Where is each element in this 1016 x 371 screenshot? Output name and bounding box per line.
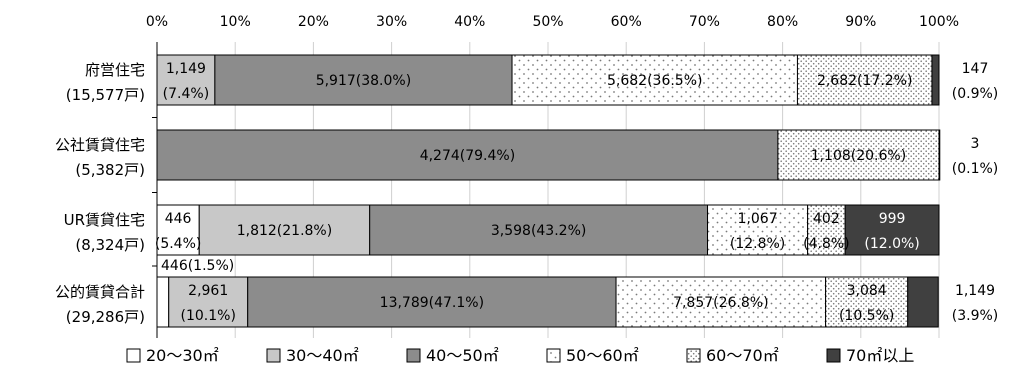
- legend-item: 70㎡以上: [826, 346, 914, 365]
- data-label: 1,149: [166, 61, 206, 77]
- x-axis: 0% 10% 20% 30% 40% 50% 60% 70% 80% 90% 100%: [146, 14, 959, 338]
- outside-label: (3.9%): [952, 308, 999, 324]
- bar-segment: [369, 204, 709, 256]
- bar-segment: [796, 54, 933, 106]
- data-label: 5,917(38.0%): [316, 73, 411, 89]
- data-label: 999: [879, 211, 906, 227]
- bar-segment: [807, 204, 846, 256]
- category-label: 公社賃貸住宅: [55, 136, 145, 154]
- data-label: 7,857(26.8%): [673, 295, 768, 311]
- data-label: (4.8%): [803, 236, 850, 252]
- bar-segment: [156, 276, 170, 328]
- bar-segment: [511, 54, 798, 106]
- data-label: (5.4%): [155, 236, 202, 252]
- legend-swatch: [686, 348, 701, 363]
- outside-label: (0.1%): [952, 161, 999, 177]
- legend-item: 20～30㎡: [126, 346, 219, 365]
- outside-label: 1,149: [955, 283, 995, 299]
- legend-swatch: [546, 348, 561, 363]
- bar-segment: [777, 129, 940, 181]
- bar-segment: [156, 204, 200, 256]
- legend-label: 60～70㎡: [706, 346, 779, 365]
- data-label: 2,961: [188, 283, 228, 299]
- x-tick-label: 50%: [532, 14, 563, 30]
- x-tick-label: 30%: [376, 14, 407, 30]
- data-label: (12.8%): [730, 236, 785, 252]
- legend-swatch: [266, 348, 281, 363]
- legend-label: 50～60㎡: [566, 346, 639, 365]
- category-label: 府営住宅: [85, 61, 145, 79]
- bar-segment: [907, 276, 939, 328]
- bar-segment: [198, 204, 371, 256]
- category-total: (15,577戸): [66, 86, 145, 104]
- bar-segment: [247, 276, 617, 328]
- outside-label: (0.9%): [952, 86, 999, 102]
- data-label: 1,067: [738, 211, 778, 227]
- data-label: 402: [813, 211, 840, 227]
- x-tick-label: 90%: [845, 14, 876, 30]
- bar-segment: [214, 54, 513, 106]
- legend-label: 70㎡以上: [846, 346, 914, 365]
- data-label: (7.4%): [163, 86, 210, 102]
- bars: [156, 54, 941, 328]
- category-total: (8,324戸): [75, 236, 145, 254]
- x-tick-label: 10%: [220, 14, 251, 30]
- legend-item: 40～50㎡: [406, 346, 499, 365]
- category-total: (29,286戸): [66, 308, 145, 326]
- bar-segment: [707, 204, 809, 256]
- bar-segment: [931, 54, 940, 106]
- data-label: 3,598(43.2%): [491, 223, 586, 239]
- category-label: 公的賃貸合計: [55, 283, 145, 301]
- data-label: 4,274(79.4%): [420, 148, 515, 164]
- data-label: 1,108(20.6%): [811, 148, 906, 164]
- legend: 20～30㎡ 30～40㎡ 40～50㎡ 50～60㎡ 60～70㎡ 70㎡以上: [126, 346, 914, 365]
- legend-label: 20～30㎡: [146, 346, 219, 365]
- legend-item: 60～70㎡: [686, 346, 779, 365]
- legend-label: 30～40㎡: [286, 346, 359, 365]
- bar-segment: [156, 129, 779, 181]
- data-label: 446: [165, 211, 192, 227]
- bar-segment: [156, 54, 216, 106]
- data-label: (10.5%): [839, 308, 894, 324]
- bar-segment: [825, 276, 909, 328]
- category-labels: 府営住宅 (15,577戸) 公社賃貸住宅 (5,382戸) UR賃貸住宅 (8,324戸…: [55, 61, 145, 326]
- data-label: (10.1%): [181, 308, 236, 324]
- bar-segment: [615, 276, 827, 328]
- x-tick-label: 70%: [689, 14, 720, 30]
- data-label: 3,084: [847, 283, 887, 299]
- data-label: 2,682(17.2%): [817, 73, 912, 89]
- bar-segment: [844, 204, 940, 256]
- data-label: 446(1.5%): [161, 258, 234, 274]
- bar-segment: [938, 129, 941, 181]
- legend-swatch: [126, 348, 141, 363]
- data-labels: 1,149 (7.4%) 5,917(38.0%) 5,682(36.5%) 2,682…: [155, 61, 998, 324]
- data-label: 1,812(21.8%): [237, 223, 332, 239]
- x-tick-label: 100%: [919, 14, 959, 30]
- data-label: 13,789(47.1%): [380, 295, 484, 311]
- data-label: (12.0%): [864, 236, 919, 252]
- outside-label: 3: [971, 136, 980, 152]
- legend-item: 30～40㎡: [266, 346, 359, 365]
- legend-swatch: [406, 348, 421, 363]
- x-tick-label: 60%: [611, 14, 642, 30]
- x-tick-label: 0%: [146, 14, 168, 30]
- category-total: (5,382戸): [75, 161, 145, 179]
- x-tick-label: 20%: [298, 14, 329, 30]
- legend-item: 50～60㎡: [546, 346, 639, 365]
- legend-swatch: [826, 348, 841, 363]
- data-label: 5,682(36.5%): [607, 73, 702, 89]
- x-tick-label: 40%: [454, 14, 485, 30]
- legend-label: 40～50㎡: [426, 346, 499, 365]
- outside-label: 147: [962, 61, 989, 77]
- bar-segment: [168, 276, 249, 328]
- x-tick-label: 80%: [767, 14, 798, 30]
- category-label: UR賃貸住宅: [64, 211, 145, 229]
